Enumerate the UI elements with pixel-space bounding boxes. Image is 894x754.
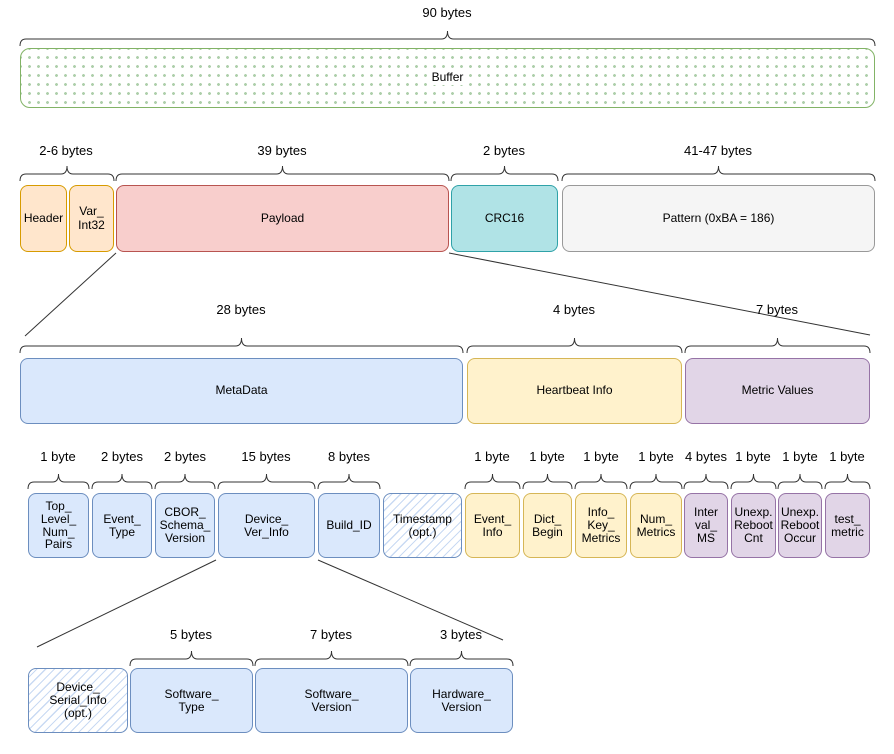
size-brace bbox=[254, 650, 409, 667]
heartbeat-info-box: Heartbeat Info bbox=[467, 358, 682, 424]
build-id-box: Build_ID bbox=[318, 493, 380, 558]
software-version-box: Software_ Version bbox=[255, 668, 408, 733]
byte-size-label: 4 bytes bbox=[553, 302, 595, 317]
size-brace bbox=[217, 473, 316, 490]
pattern-box: Pattern (0xBA = 186) bbox=[562, 185, 875, 252]
size-brace bbox=[629, 473, 683, 490]
size-brace bbox=[522, 473, 573, 490]
byte-size-label: 2 bytes bbox=[101, 449, 143, 464]
metadata-box: MetaData bbox=[20, 358, 463, 424]
dict-begin-box: Dict_ Begin bbox=[523, 493, 572, 558]
byte-size-label: 7 bytes bbox=[310, 627, 352, 642]
size-brace bbox=[574, 473, 628, 490]
byte-size-label: 8 bytes bbox=[328, 449, 370, 464]
payload-box: Payload bbox=[116, 185, 449, 252]
timestamp-optional-box: Timestamp (opt.) bbox=[383, 493, 462, 558]
size-brace bbox=[19, 30, 876, 47]
byte-size-label: 1 byte bbox=[474, 449, 510, 464]
varint32-box: Var_ Int32 bbox=[69, 185, 114, 252]
byte-size-label: 28 bytes bbox=[216, 302, 266, 317]
event-info-box: Event_ Info bbox=[465, 493, 520, 558]
device-serial-info-optional-box: Device_ Serial_Info (opt.) bbox=[28, 668, 128, 733]
size-brace bbox=[154, 473, 216, 490]
header-box: Header bbox=[20, 185, 67, 252]
byte-size-label: 5 bytes bbox=[170, 627, 212, 642]
size-brace bbox=[683, 473, 729, 490]
size-brace bbox=[27, 473, 90, 490]
size-brace bbox=[91, 473, 153, 490]
size-brace bbox=[824, 473, 871, 490]
size-brace bbox=[684, 337, 871, 354]
byte-size-label: 1 byte bbox=[40, 449, 76, 464]
unexp-reboot-occur-box: Unexp. Reboot Occur bbox=[778, 493, 822, 558]
crc16-box: CRC16 bbox=[451, 185, 558, 252]
byte-size-label: 7 bytes bbox=[756, 302, 798, 317]
size-brace bbox=[19, 337, 464, 354]
size-brace bbox=[129, 650, 254, 667]
metric-values-box: Metric Values bbox=[685, 358, 870, 424]
byte-size-label: 3 bytes bbox=[440, 627, 482, 642]
byte-size-label: 2 bytes bbox=[164, 449, 206, 464]
byte-size-label: 90 bytes bbox=[422, 5, 472, 20]
size-brace bbox=[409, 650, 514, 667]
size-brace bbox=[450, 165, 559, 182]
size-brace bbox=[561, 165, 876, 182]
interval-ms-box: Inter val_ MS bbox=[684, 493, 728, 558]
software-type-box: Software_ Type bbox=[130, 668, 253, 733]
connector-line-payload-left bbox=[24, 252, 117, 337]
byte-size-label: 2 bytes bbox=[483, 143, 525, 158]
byte-size-label: 1 byte bbox=[782, 449, 818, 464]
unexp-reboot-cnt-box: Unexp. Reboot Cnt bbox=[731, 493, 776, 558]
byte-size-label: 15 bytes bbox=[241, 449, 291, 464]
top-level-num-pairs-box: Top_ Level_ Num_ Pairs bbox=[28, 493, 89, 558]
info-key-metrics-box: Info_ Key_ Metrics bbox=[575, 493, 627, 558]
byte-size-label: 1 byte bbox=[829, 449, 865, 464]
num-metrics-box: Num_ Metrics bbox=[630, 493, 682, 558]
size-brace bbox=[115, 165, 450, 182]
byte-size-label: 2-6 bytes bbox=[39, 143, 93, 158]
cbor-schema-version-box: CBOR_ Schema_ Version bbox=[155, 493, 215, 558]
connector-line-payload-right bbox=[448, 252, 871, 336]
size-brace bbox=[19, 165, 115, 182]
test-metric-box: test_ metric bbox=[825, 493, 870, 558]
size-brace bbox=[730, 473, 777, 490]
event-type-box: Event_ Type bbox=[92, 493, 152, 558]
byte-size-label: 39 bytes bbox=[257, 143, 307, 158]
size-brace bbox=[777, 473, 823, 490]
byte-size-label: 1 byte bbox=[735, 449, 771, 464]
byte-size-label: 1 byte bbox=[583, 449, 619, 464]
size-brace bbox=[466, 337, 683, 354]
buffer-box-label: Buffer bbox=[426, 70, 469, 85]
size-brace bbox=[464, 473, 521, 490]
byte-size-label: 1 byte bbox=[529, 449, 565, 464]
byte-size-label: 1 byte bbox=[638, 449, 674, 464]
device-ver-info-box: Device_ Ver_Info bbox=[218, 493, 315, 558]
byte-size-label: 4 bytes bbox=[685, 449, 727, 464]
byte-size-label: 41-47 bytes bbox=[684, 143, 752, 158]
buffer-box: Buffer bbox=[20, 48, 875, 108]
size-brace bbox=[317, 473, 381, 490]
hardware-version-box: Hardware_ Version bbox=[410, 668, 513, 733]
